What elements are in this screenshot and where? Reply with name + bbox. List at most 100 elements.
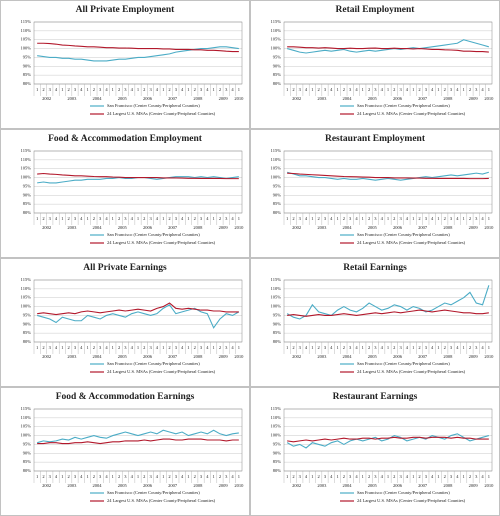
y-tick-label: 115% [21,148,32,153]
y-tick-label: 95% [23,312,32,317]
x-tick-label: 3 [99,474,102,479]
x-group-label: 2002 [42,483,51,488]
x-group-label: 2008 [193,96,203,101]
x-tick-label: 4 [330,474,333,479]
legend-label: 24 Largest U.S. MSAs (Center County/Peri… [107,240,216,245]
legend-label: 24 Largest U.S. MSAs (Center County/Peri… [357,240,466,245]
x-tick-label: 1 [488,345,490,350]
x-group-label: 2004 [343,354,353,359]
x-tick-label: 1 [36,474,38,479]
x-tick-label: 1 [61,216,63,221]
x-group-label: 2006 [393,225,403,230]
legend-label: San Francisco (Center County/Peripheral … [107,490,200,495]
x-group-label: 2008 [193,354,203,359]
x-tick-label: 4 [406,87,409,92]
x-tick-label: 1 [311,216,313,221]
x-tick-label: 3 [149,474,152,479]
x-tick-label: 3 [425,345,428,350]
x-tick-label: 2 [292,216,294,221]
x-tick-label: 3 [475,474,478,479]
y-tick-label: 115% [271,19,282,24]
x-tick-label: 4 [231,87,234,92]
series-line [37,304,240,329]
y-tick-label: 110% [21,286,32,291]
x-tick-label: 1 [213,216,215,221]
x-tick-label: 1 [336,216,338,221]
x-tick-label: 4 [131,87,134,92]
x-tick-label: 2 [93,345,95,350]
y-tick-label: 105% [271,166,282,171]
x-tick-label: 2 [42,474,44,479]
x-tick-label: 4 [456,216,459,221]
x-tick-label: 3 [374,87,377,92]
y-tick-label: 85% [273,72,282,77]
y-tick-label: 115% [271,277,282,282]
x-tick-label: 2 [143,345,145,350]
x-group-label: 2010 [484,96,494,101]
x-tick-label: 3 [149,345,152,350]
x-tick-label: 1 [187,216,189,221]
legend-label: 24 Largest U.S. MSAs (Center County/Peri… [357,111,466,116]
x-tick-label: 2 [168,345,170,350]
x-tick-label: 1 [162,345,164,350]
x-tick-label: 3 [299,87,302,92]
plot-frame [33,279,243,343]
x-group-label: 2009 [219,96,229,101]
x-tick-label: 4 [355,345,358,350]
x-tick-label: 3 [399,345,402,350]
x-tick-label: 2 [292,345,294,350]
x-tick-label: 3 [450,216,453,221]
x-tick-label: 2 [93,87,95,92]
y-tick-label: 90% [273,450,282,455]
x-group-label: 2007 [168,483,178,488]
x-tick-label: 1 [362,474,364,479]
y-tick-label: 95% [23,54,32,59]
x-tick-label: 3 [299,345,302,350]
chart-title: Retail Earnings [343,263,407,273]
y-tick-label: 100% [271,433,282,438]
y-tick-label: 85% [273,201,282,206]
x-group-label: 2007 [168,354,178,359]
x-tick-label: 4 [481,474,484,479]
x-group-label: 2002 [292,483,301,488]
x-group-label: 2005 [118,354,128,359]
chart-panel: All Private Employment 80% 85% 90% 95% 100% 10… [0,0,250,129]
x-tick-label: 3 [425,87,428,92]
x-tick-label: 4 [456,87,459,92]
x-tick-label: 4 [131,345,134,350]
x-tick-label: 4 [406,474,409,479]
x-tick-label: 2 [194,216,196,221]
x-tick-label: 4 [481,87,484,92]
x-tick-label: 2 [418,345,420,350]
x-tick-label: 2 [194,345,196,350]
x-group-label: 2007 [418,96,428,101]
x-tick-label: 1 [362,345,364,350]
x-tick-label: 4 [305,87,308,92]
y-tick-label: 80% [273,339,282,344]
y-tick-label: 90% [23,450,32,455]
x-group-label: 2002 [292,96,301,101]
x-group-label: 2009 [469,483,479,488]
y-tick-label: 110% [21,157,32,162]
x-tick-label: 2 [418,474,420,479]
x-tick-label: 4 [431,216,434,221]
y-tick-label: 100% [21,304,32,309]
x-tick-label: 4 [181,345,184,350]
x-group-label: 2007 [418,483,428,488]
x-group-label: 2010 [484,225,494,230]
chart-panel: Food & Accommodation Earnings 80% 85% 90% 95… [0,387,250,516]
x-tick-label: 3 [475,216,478,221]
x-tick-label: 4 [181,474,184,479]
x-tick-label: 1 [336,345,338,350]
series-line [287,436,489,443]
y-tick-label: 105% [21,295,32,300]
x-tick-label: 3 [399,87,402,92]
x-tick-label: 2 [444,87,446,92]
x-tick-label: 2 [143,216,145,221]
series-line [287,309,489,317]
x-tick-label: 1 [286,474,288,479]
series-line [286,285,490,320]
x-tick-label: 4 [206,87,209,92]
x-tick-label: 1 [437,345,439,350]
chart-panel: Food & Accommodation Employment 80% 85% 90%… [0,129,250,258]
